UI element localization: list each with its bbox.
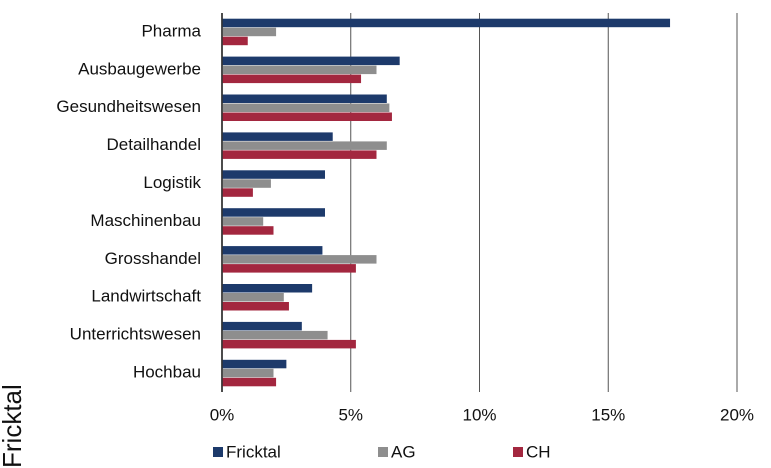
bar: [222, 188, 253, 197]
bar: [222, 246, 323, 255]
legend-label: CH: [526, 442, 551, 461]
bar: [222, 112, 392, 121]
bar: [222, 302, 289, 311]
bar: [222, 150, 377, 159]
legend-swatch: [513, 447, 523, 457]
bar: [222, 226, 274, 235]
bar: [222, 65, 377, 75]
x-tick-label: 15%: [591, 405, 625, 424]
bar: [222, 377, 277, 387]
x-tick-label: 0%: [210, 405, 235, 424]
y-tick-label: Unterrichtswesen: [70, 325, 201, 344]
bar: [222, 217, 264, 226]
x-tick-label: 5%: [338, 405, 363, 424]
bar: [222, 103, 390, 112]
x-tick-label: 10%: [462, 405, 496, 424]
bar: [222, 293, 284, 302]
legend-swatch: [213, 447, 223, 457]
y-tick-label: Ausbaugewerbe: [78, 59, 201, 78]
bar: [222, 74, 362, 84]
bar: [222, 18, 671, 28]
legend-label: Fricktal: [226, 442, 281, 461]
bar: [222, 170, 325, 179]
bar: [222, 141, 387, 150]
bar: [222, 359, 287, 369]
y-tick-label: Detailhandel: [106, 135, 201, 154]
y-tick-label: Grosshandel: [105, 249, 201, 268]
bar: [222, 179, 271, 188]
legend-label: AG: [391, 442, 416, 461]
x-tick-label: 20%: [720, 405, 754, 424]
bar: [222, 339, 356, 349]
bar: [222, 94, 387, 103]
y-tick-label: Gesundheitswesen: [56, 97, 201, 116]
bar: [222, 132, 333, 141]
legend-swatch: [378, 447, 388, 457]
y-tick-label: Landwirtschaft: [91, 287, 201, 306]
bar: [222, 284, 313, 293]
bar: [222, 208, 325, 217]
bar: [222, 321, 302, 331]
bar: [222, 56, 400, 66]
bar: [222, 264, 356, 273]
side-label: Fricktal: [0, 384, 27, 468]
y-tick-label: Logistik: [143, 173, 201, 192]
bar: [222, 330, 328, 340]
bar: [222, 27, 277, 37]
bar: [222, 368, 274, 378]
bar: [222, 255, 377, 264]
y-tick-label: Maschinenbau: [90, 211, 201, 230]
y-tick-label: Pharma: [141, 21, 201, 40]
bar: [222, 36, 248, 46]
y-tick-label: Hochbau: [133, 363, 201, 382]
